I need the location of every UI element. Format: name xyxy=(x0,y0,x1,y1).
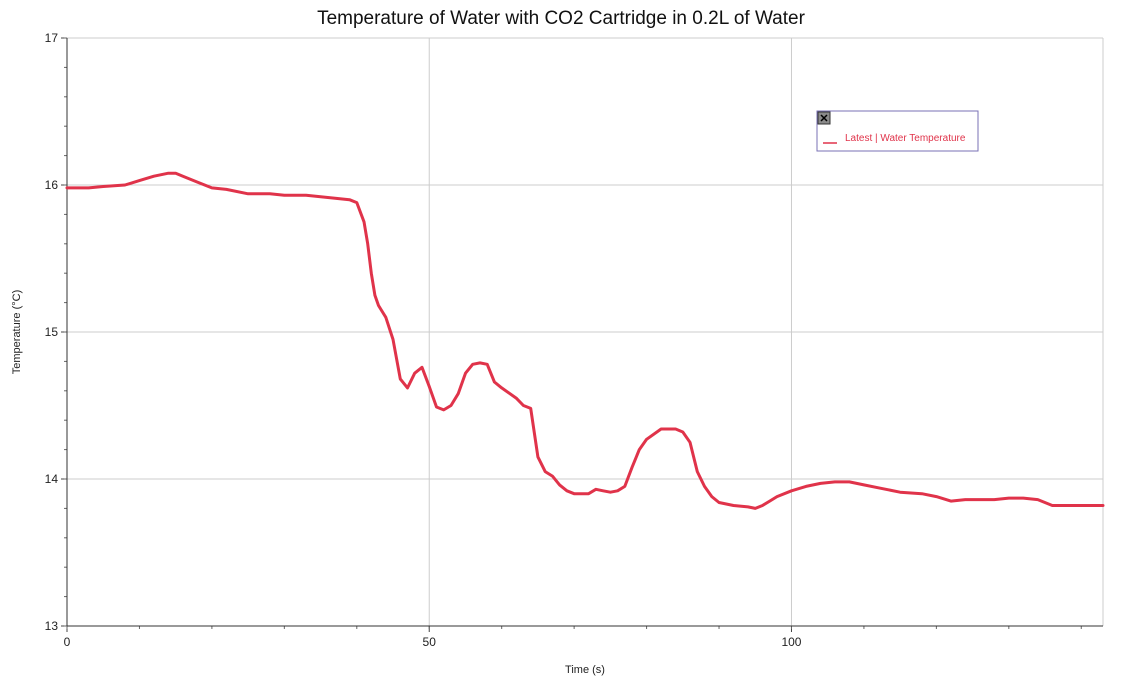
grid xyxy=(67,37,1104,626)
tick-labels: 13 14 15 16 17 0 50 100 xyxy=(45,31,802,649)
y-axis-label: Temperature (°C) xyxy=(11,290,23,374)
axes xyxy=(61,37,1103,632)
y-tick-label: 13 xyxy=(45,619,59,633)
close-icon[interactable] xyxy=(817,111,831,125)
y-tick-label: 17 xyxy=(45,31,59,45)
y-tick-label: 14 xyxy=(45,472,59,486)
legend: Latest | Water Temperature xyxy=(816,110,979,152)
x-tick-label: 100 xyxy=(781,635,801,649)
x-axis-label: Time (s) xyxy=(565,664,605,676)
chart-title: Temperature of Water with CO2 Cartridge … xyxy=(317,8,806,29)
y-tick-label: 16 xyxy=(45,178,59,192)
legend-box xyxy=(816,110,979,152)
x-tick-label: 0 xyxy=(64,635,71,649)
legend-entry-label: Latest | Water Temperature xyxy=(845,133,966,144)
series-lines xyxy=(65,171,1105,510)
x-tick-label: 50 xyxy=(423,635,437,649)
y-tick-label: 15 xyxy=(45,325,59,339)
series-line-0 xyxy=(65,171,1105,510)
